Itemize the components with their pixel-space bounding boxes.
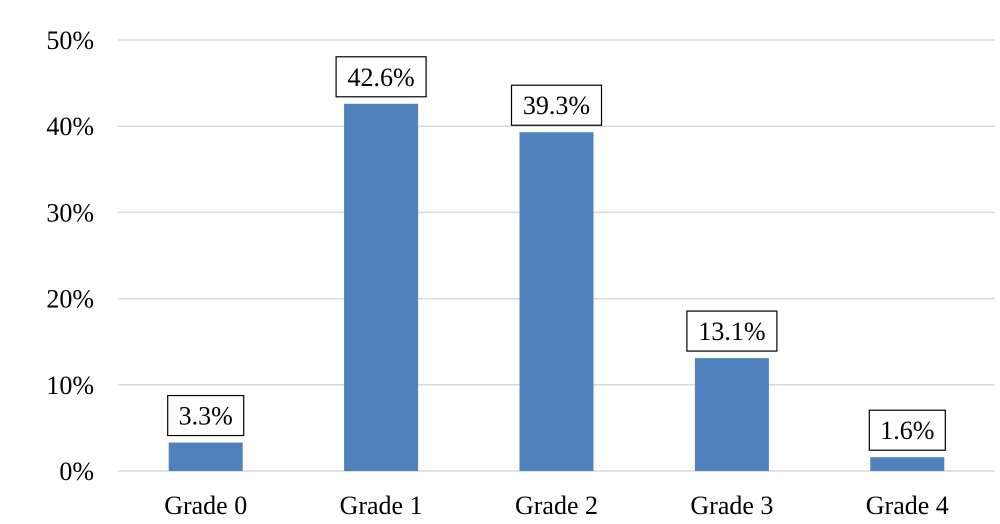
bar-grade-4: [870, 457, 945, 471]
y-tick-label: 50%: [46, 26, 94, 55]
data-label: 3.3%: [167, 394, 245, 437]
data-label-text: 3.3%: [179, 402, 233, 431]
bar-grade-2: [519, 132, 594, 471]
data-label-box: [335, 56, 427, 98]
x-category-label: Grade 3: [690, 491, 773, 520]
data-label: 13.1%: [686, 310, 778, 352]
bar-grade-1: [344, 103, 419, 472]
y-tick-label: 40%: [46, 112, 94, 141]
y-tick-label: 0%: [59, 457, 94, 486]
data-label-text: 13.1%: [698, 317, 765, 346]
y-tick-label: 10%: [46, 371, 94, 400]
data-label: 1.6%: [868, 409, 946, 451]
y-tick-label: 30%: [46, 198, 94, 227]
x-category-label: Grade 2: [515, 491, 598, 520]
data-label-box: [167, 394, 245, 437]
x-category-label: Grade 1: [340, 491, 423, 520]
y-axis-tick-labels: 0% 10% 20% 30% 40% 50%: [46, 26, 94, 486]
data-label-box: [686, 310, 778, 352]
bar-grade-3: [694, 358, 769, 471]
y-tick-label: 20%: [46, 285, 94, 314]
x-axis-category-labels: Grade 0 Grade 1 Grade 2 Grade 3 Grade 4: [164, 491, 949, 520]
data-labels: 3.3% 42.6% 39.3% 13.1% 1.6%: [167, 56, 946, 451]
bars: [168, 103, 945, 472]
x-category-label: Grade 0: [164, 491, 247, 520]
data-label-text: 39.3%: [523, 91, 590, 120]
data-label-text: 1.6%: [880, 416, 934, 445]
data-label-box: [510, 84, 603, 126]
data-label: 39.3%: [510, 84, 603, 126]
data-label: 42.6%: [335, 56, 427, 98]
data-label-box: [868, 409, 946, 451]
x-category-label: Grade 4: [866, 491, 949, 520]
data-label-text: 42.6%: [348, 63, 415, 92]
bar-grade-0: [168, 442, 243, 471]
